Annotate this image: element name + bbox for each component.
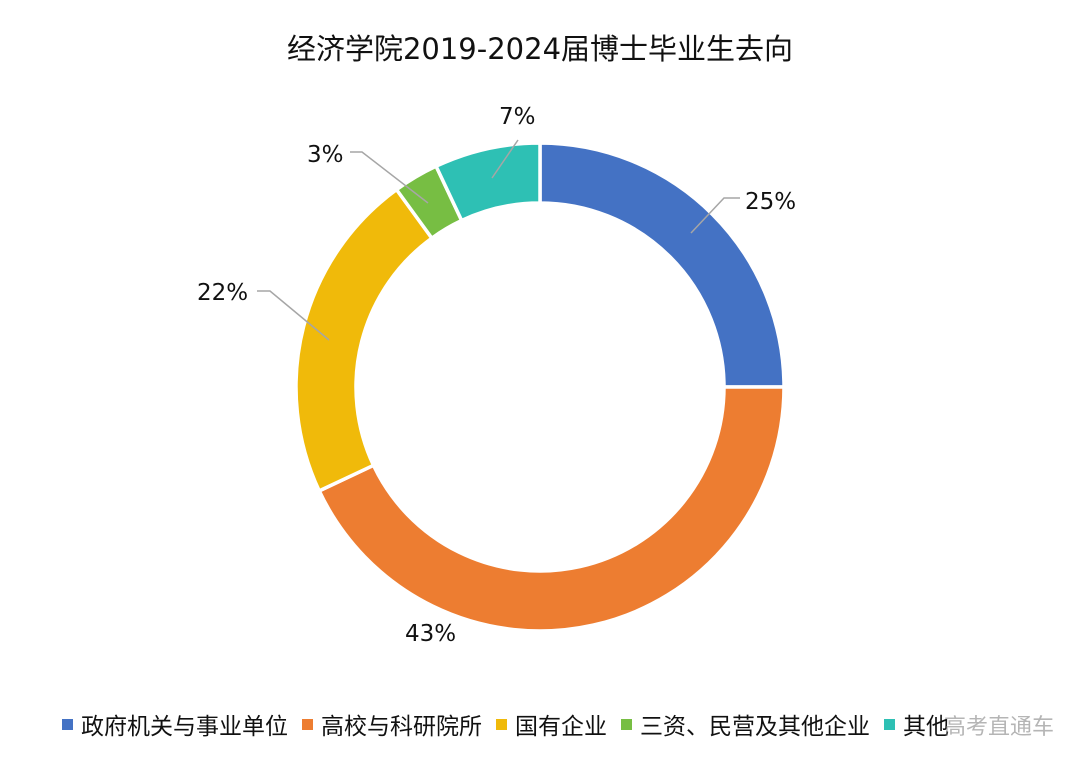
- leader-line-other: [491, 139, 519, 179]
- donut-slice-2[interactable]: [294, 187, 435, 494]
- label-soe: 22%: [197, 280, 248, 306]
- leader-line-private: [350, 151, 429, 204]
- legend-item-soe[interactable]: 国有企业: [496, 707, 607, 741]
- legend-label: 国有企业: [515, 714, 607, 740]
- legend-item-private[interactable]: 三资、民营及其他企业: [621, 707, 870, 741]
- legend-item-univ[interactable]: 高校与科研院所: [302, 707, 482, 741]
- donut-slices: [294, 141, 786, 633]
- legend-swatch-icon: [496, 718, 507, 730]
- legend-swatch-icon: [302, 718, 313, 730]
- donut-slice-0[interactable]: [538, 141, 786, 389]
- legend-item-gov[interactable]: 政府机关与事业单位: [62, 707, 288, 741]
- legend-swatch-icon: [884, 718, 895, 730]
- legend-label: 其他: [903, 714, 949, 740]
- legend-swatch-icon: [621, 718, 632, 730]
- legend: 政府机关与事业单位 高校与科研院所 国有企业 三资、民营及其他企业 其他: [62, 706, 963, 742]
- chart-title: 经济学院2019-2024届博士毕业生去向: [286, 32, 794, 66]
- donut-slice-4[interactable]: [433, 141, 542, 223]
- leader-line-gov: [690, 197, 740, 234]
- legend-label: 政府机关与事业单位: [81, 714, 288, 740]
- legend-swatch-icon: [62, 718, 73, 730]
- watermark: 高考直通车: [944, 715, 1055, 740]
- label-other: 7%: [499, 104, 536, 130]
- legend-label: 高校与科研院所: [321, 714, 482, 740]
- leader-line-soe: [257, 290, 330, 341]
- legend-label: 三资、民营及其他企业: [640, 714, 870, 740]
- donut-slice-1[interactable]: [316, 385, 786, 633]
- legend-item-other[interactable]: 其他: [884, 707, 949, 741]
- label-gov: 25%: [745, 189, 796, 215]
- leader-lines: [257, 139, 740, 341]
- label-private: 3%: [307, 142, 344, 168]
- label-univ: 43%: [405, 621, 456, 647]
